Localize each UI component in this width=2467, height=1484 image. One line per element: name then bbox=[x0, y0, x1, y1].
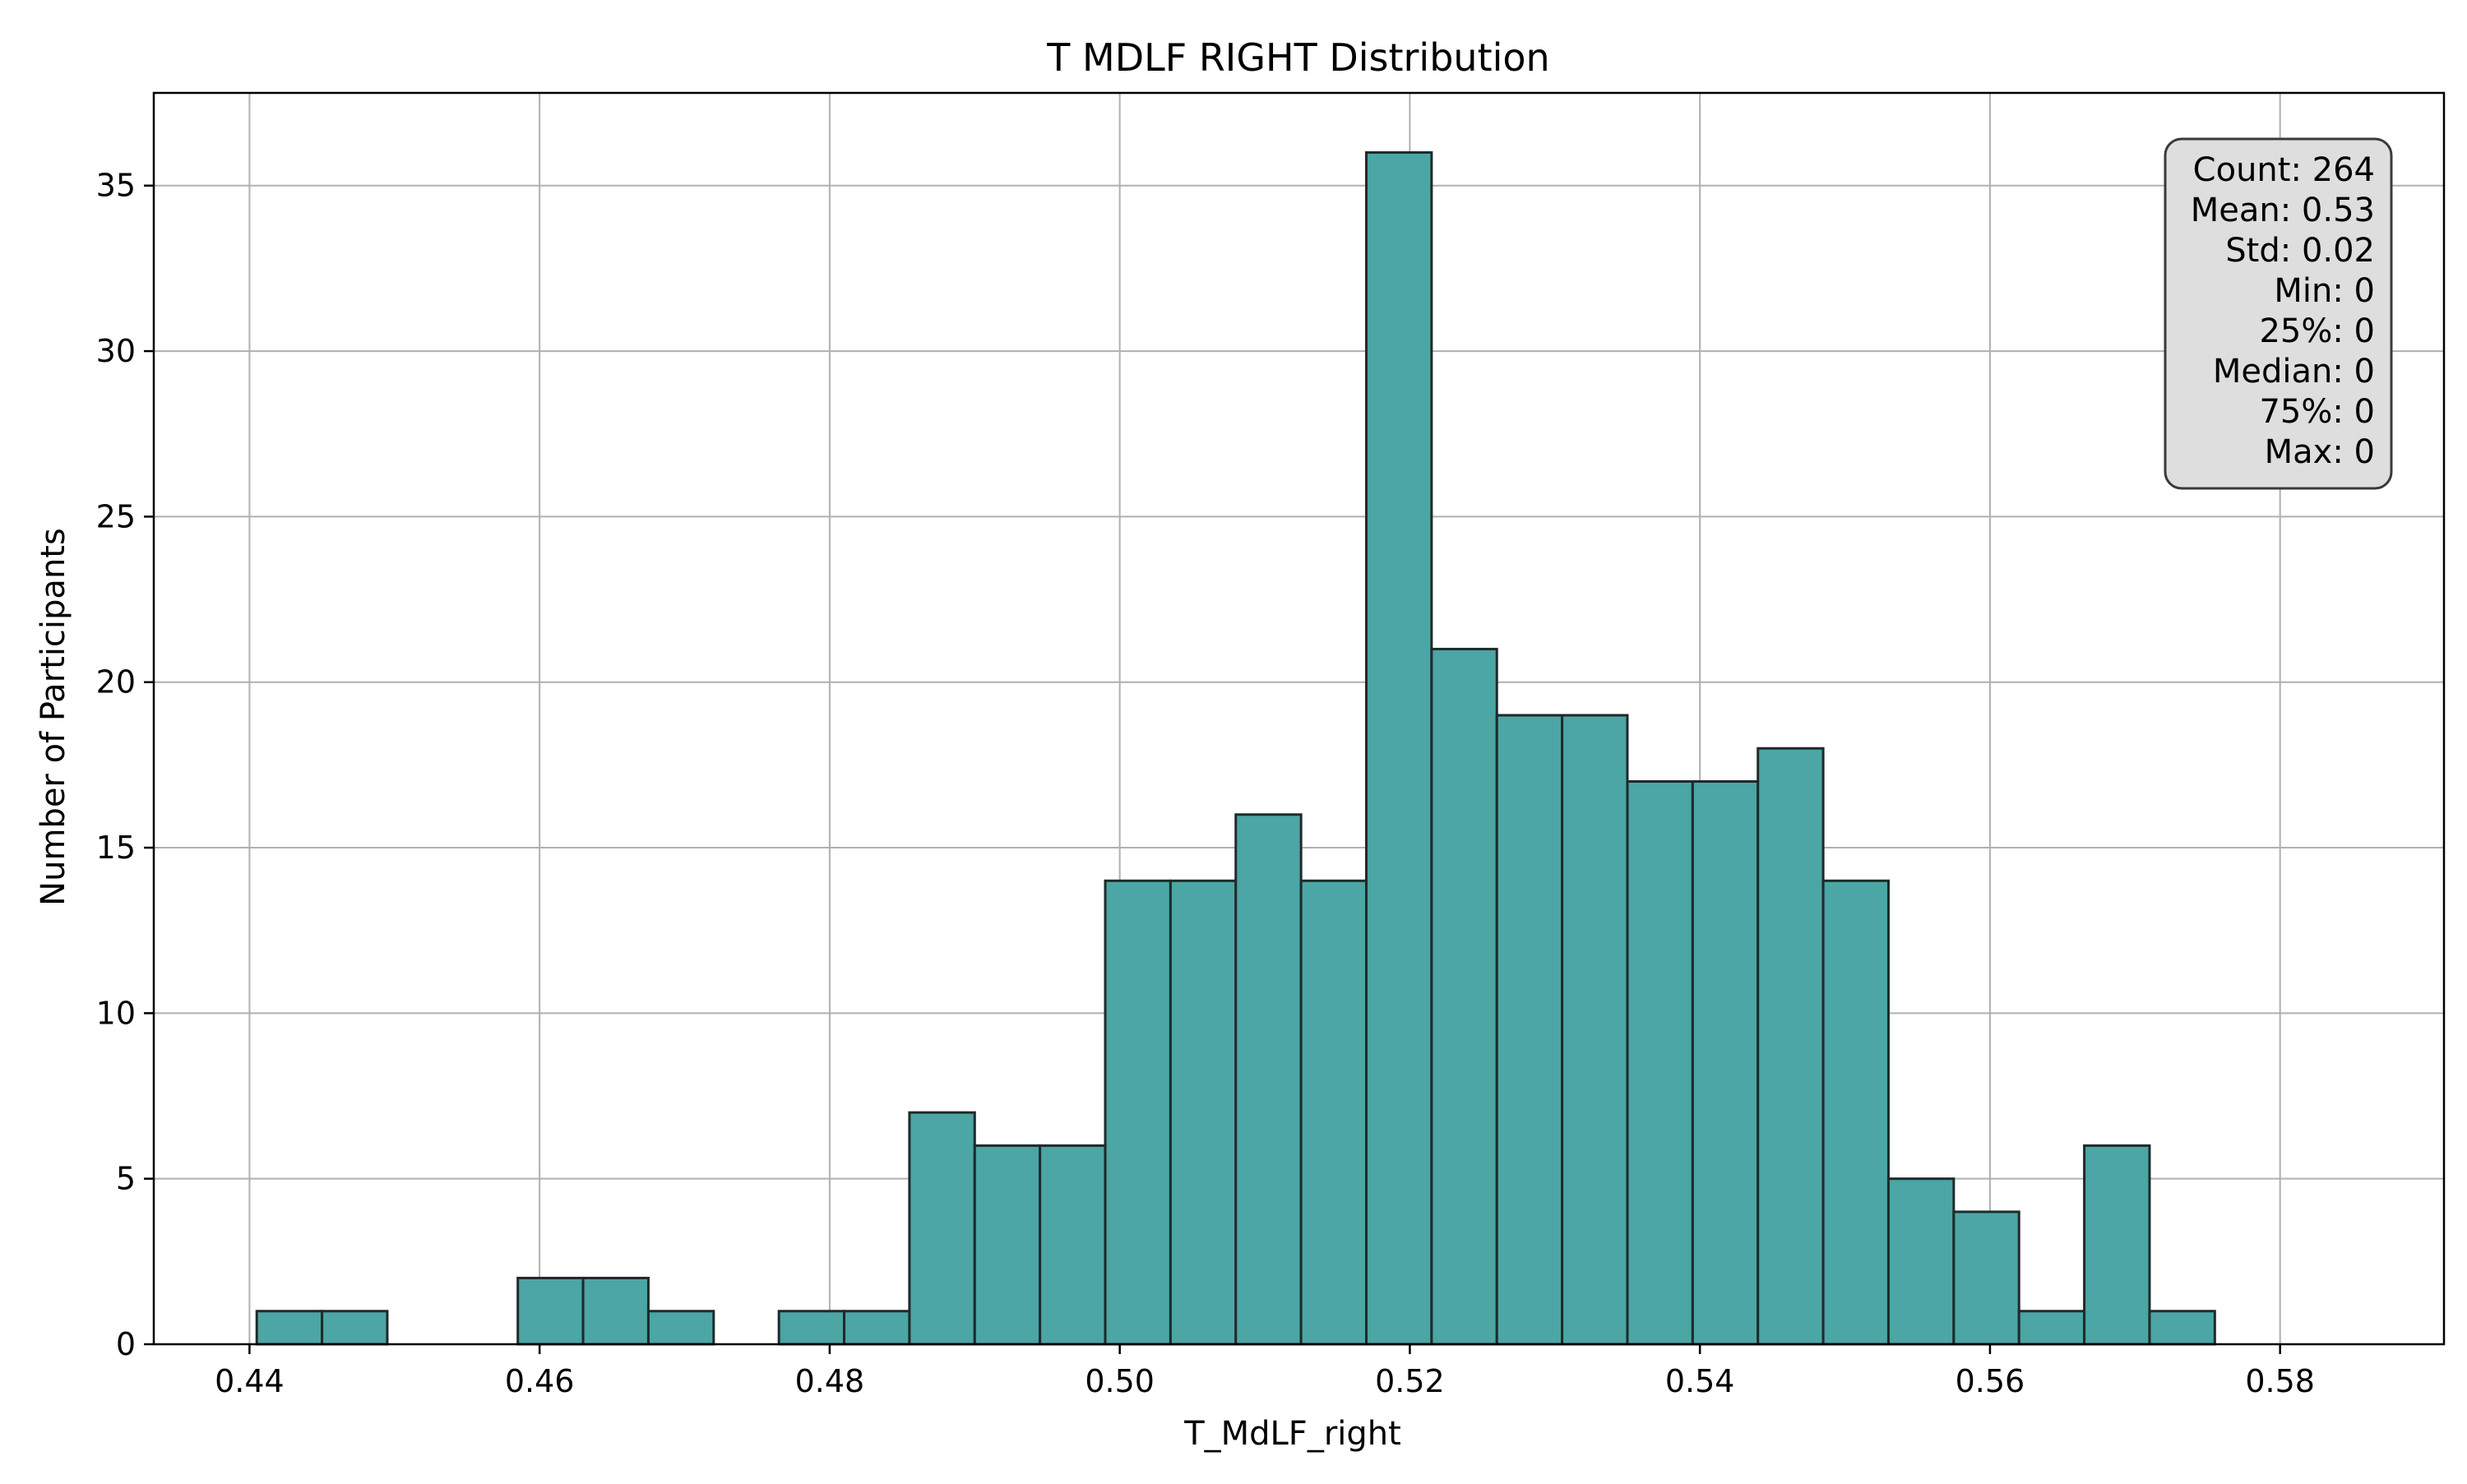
histogram-bar bbox=[581, 1276, 650, 1346]
y-tick-label: 20 bbox=[96, 664, 136, 700]
x-tick-label: 0.54 bbox=[1665, 1363, 1735, 1399]
histogram-bar bbox=[516, 1276, 585, 1346]
stats-line-mean: Mean: 0.53 bbox=[2191, 192, 2375, 229]
x-tick-label: 0.44 bbox=[215, 1363, 285, 1399]
histogram-bar bbox=[973, 1144, 1042, 1346]
histogram-bar bbox=[2083, 1144, 2151, 1346]
histogram-bar bbox=[1821, 879, 1890, 1346]
stats-line-max: Max: 0 bbox=[2265, 433, 2375, 471]
stats-box-background bbox=[2164, 137, 2393, 490]
histogram-bar bbox=[1561, 714, 1629, 1346]
y-tick-label: 10 bbox=[96, 995, 136, 1031]
histogram-bar bbox=[2017, 1310, 2086, 1346]
stats-line-min: Min: 0 bbox=[2274, 272, 2375, 310]
stats-line-count: Count: 264 bbox=[2193, 151, 2375, 189]
grid-layer bbox=[154, 93, 2444, 1345]
chart-title: T MDLF RIGHT Distribution bbox=[1046, 35, 1549, 80]
histogram-bar bbox=[1495, 714, 1564, 1346]
histogram-bar bbox=[2148, 1310, 2216, 1346]
x-axis-label: T_MdLF_right bbox=[1183, 1415, 1401, 1453]
histogram-bar bbox=[777, 1310, 846, 1346]
y-tick-label: 5 bbox=[116, 1161, 136, 1197]
y-tick-label: 25 bbox=[96, 498, 136, 534]
y-tick-label: 30 bbox=[96, 333, 136, 369]
histogram-bar bbox=[1757, 747, 1825, 1346]
histogram-bar bbox=[1104, 879, 1172, 1346]
x-tick-label: 0.46 bbox=[505, 1363, 575, 1399]
stats-line-75pct: 75%: 0 bbox=[2259, 393, 2375, 431]
y-tick-label: 35 bbox=[96, 168, 136, 204]
histogram-bar bbox=[1886, 1177, 1956, 1346]
histogram-bar bbox=[1299, 879, 1368, 1346]
histogram-bar bbox=[1039, 1144, 1107, 1346]
bars-layer bbox=[255, 150, 2216, 1346]
histogram-bar bbox=[908, 1111, 976, 1346]
histogram-bar bbox=[1169, 879, 1238, 1346]
histogram-bar bbox=[843, 1310, 911, 1346]
histogram-bar bbox=[1691, 780, 1760, 1346]
stats-line-std: Std: 0.02 bbox=[2225, 232, 2375, 270]
stats-box: Count: 264 Mean: 0.53 Std: 0.02 Min: 0 2… bbox=[2164, 137, 2393, 490]
histogram-bar bbox=[255, 1310, 324, 1346]
x-tick-label: 0.48 bbox=[795, 1363, 865, 1399]
ticks-layer: 0.44 0.46 0.48 0.50 0.52 0.54 0.56 0.58 0 5 10 15 20… bbox=[96, 168, 2315, 1399]
histogram-bar bbox=[1626, 780, 1694, 1346]
histogram-bar bbox=[1430, 647, 1498, 1346]
histogram-bar bbox=[1365, 150, 1433, 1346]
histogram-bar bbox=[321, 1310, 389, 1346]
histogram-bar bbox=[1234, 813, 1303, 1346]
x-tick-label: 0.50 bbox=[1085, 1363, 1155, 1399]
plot-frame bbox=[152, 91, 2446, 1346]
stats-line-25pct: 25%: 0 bbox=[2259, 312, 2375, 350]
histogram-bar bbox=[646, 1310, 715, 1346]
x-tick-label: 0.56 bbox=[1956, 1363, 2025, 1399]
x-tick-label: 0.58 bbox=[2245, 1363, 2315, 1399]
y-axis-label: Number of Participants bbox=[35, 528, 72, 906]
x-tick-label: 0.52 bbox=[1375, 1363, 1445, 1399]
y-tick-label: 15 bbox=[96, 830, 136, 866]
histogram-bar bbox=[1952, 1210, 2020, 1346]
y-tick-label: 0 bbox=[116, 1326, 136, 1362]
stats-line-median: Median: 0 bbox=[2213, 353, 2375, 391]
